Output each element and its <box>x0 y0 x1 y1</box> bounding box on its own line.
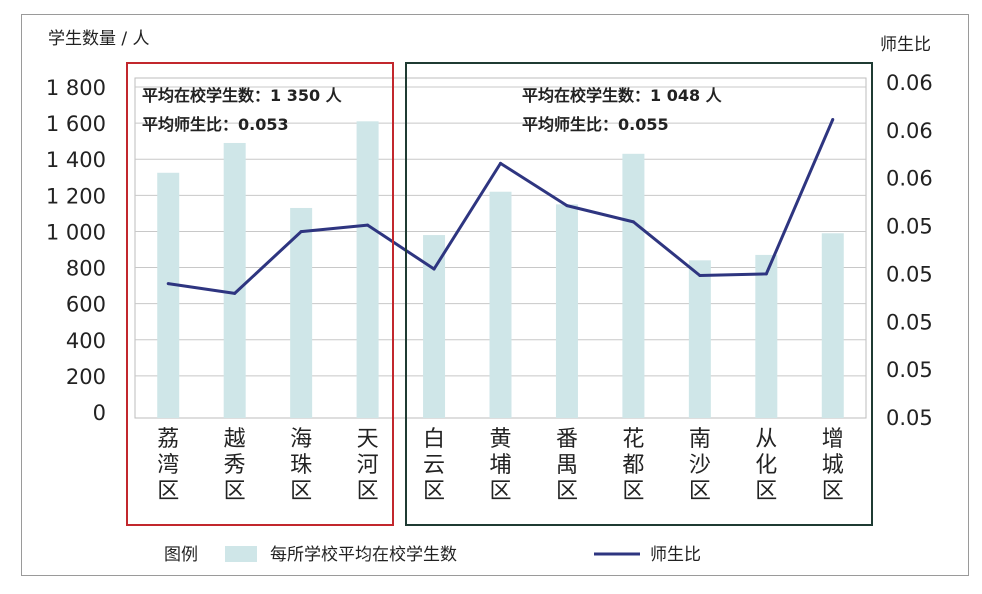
line-point <box>499 161 502 165</box>
group2-annotation-line2: 平均师生比：0.055 <box>522 115 669 134</box>
category-label: 荔湾区 <box>157 427 179 504</box>
bar <box>821 233 844 418</box>
bar <box>688 260 711 418</box>
y-right-tick-label: 0.05 <box>886 406 933 430</box>
legend-bar-label: 每所学校平均在校学生数 <box>270 545 457 565</box>
category-label: 越秀区 <box>224 427 246 504</box>
category-label: 海珠区 <box>290 427 312 504</box>
y-right-tick-label: 0.05 <box>886 358 933 382</box>
bar <box>356 121 379 419</box>
bar <box>423 235 446 418</box>
line-point <box>831 118 835 121</box>
legend-title: 图例 <box>164 545 198 565</box>
group-box-2 <box>405 62 873 526</box>
line-point <box>631 220 635 224</box>
y-left-tick-label: 200 <box>66 365 106 389</box>
category-label: 花都区 <box>622 427 644 504</box>
line-point <box>166 282 170 286</box>
y-right-tick-label: 0.05 <box>886 310 933 334</box>
line-point <box>366 223 370 227</box>
category-label: 黄埔区 <box>489 427 511 504</box>
bar <box>223 142 246 418</box>
group1-annotation-line1: 平均在校学生数：1 350 人 <box>142 86 343 105</box>
line-point <box>233 291 237 295</box>
line-point <box>764 272 768 276</box>
y-left-tick-label: 1 800 <box>46 76 106 100</box>
category-label: 番禺区 <box>556 427 578 504</box>
bar <box>157 172 180 418</box>
y-right-axis-label: 师生比 <box>880 35 931 55</box>
legend-bar-swatch <box>225 546 257 562</box>
y-left-tick-label: 400 <box>66 329 106 353</box>
bar <box>489 191 512 418</box>
y-right-tick-label: 0.06 <box>886 71 933 95</box>
group2-annotation-line1: 平均在校学生数：1 048 人 <box>522 86 723 105</box>
y-right-tick-label: 0.05 <box>886 215 933 239</box>
group1-annotation-line2: 平均师生比：0.053 <box>142 115 289 134</box>
y-left-tick-label: 0 <box>93 401 106 425</box>
line-point <box>565 204 569 208</box>
line-point <box>432 267 436 271</box>
y-right-tick-label: 0.05 <box>886 262 933 286</box>
y-right-tick-label: 0.06 <box>886 167 933 191</box>
bar <box>555 204 578 418</box>
bar <box>622 153 645 419</box>
bar <box>290 207 313 418</box>
y-left-tick-label: 1 200 <box>46 184 106 208</box>
bar <box>755 254 778 418</box>
group-box-1 <box>126 62 394 526</box>
y-right-tick-label: 0.06 <box>886 119 933 143</box>
line-point <box>698 274 702 277</box>
y-left-tick-label: 800 <box>66 257 106 281</box>
y-left-tick-label: 1 600 <box>46 112 106 136</box>
category-label: 南沙区 <box>689 427 711 504</box>
y-left-tick-label: 600 <box>66 293 106 317</box>
line-point <box>299 230 303 234</box>
y-left-tick-label: 1 400 <box>46 148 106 172</box>
y-left-tick-label: 1 000 <box>46 220 106 244</box>
category-label: 天河区 <box>357 427 379 504</box>
y-left-axis-label: 学生数量 / 人 <box>48 29 150 49</box>
legend-line-label: 师生比 <box>650 545 701 565</box>
category-label: 白云区 <box>423 427 445 504</box>
category-label: 增城区 <box>822 427 844 504</box>
category-label: 从化区 <box>755 427 777 504</box>
